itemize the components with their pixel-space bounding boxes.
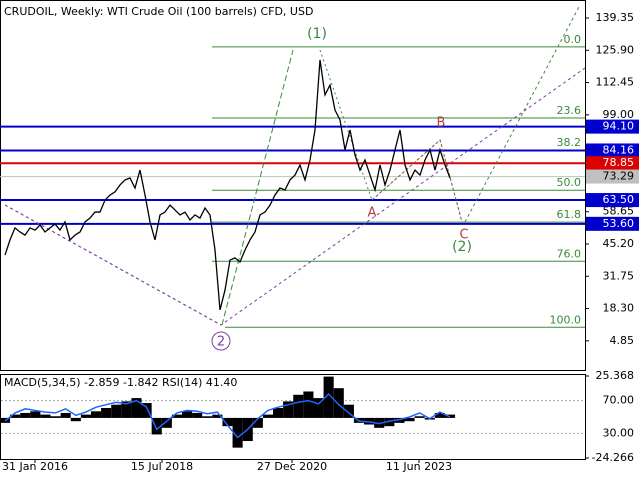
fib-label: 61.8	[557, 208, 582, 221]
macd-bar	[262, 414, 274, 418]
wave-label: C	[459, 228, 468, 243]
macd-bar	[171, 414, 182, 418]
level-label: 63.50	[603, 193, 635, 206]
macd-tick-label: 25.368	[596, 369, 635, 382]
rsi-tick-label: 70.00	[603, 394, 635, 407]
macd-bar	[80, 414, 91, 418]
macd-bar	[303, 391, 314, 418]
macd-bar	[283, 401, 294, 418]
level-box	[586, 169, 639, 184]
x-tick-label: 11 Jun 2023	[386, 460, 452, 473]
wave-line	[221, 49, 294, 326]
wave-label: 2	[217, 335, 225, 350]
level-box	[586, 143, 639, 158]
level-label: 84.16	[603, 143, 635, 156]
level-label: 53.60	[603, 217, 635, 230]
macd-bar	[90, 411, 102, 418]
macd-bar	[313, 398, 324, 418]
macd-bar	[111, 404, 122, 418]
macd-bar	[50, 416, 61, 418]
level-label: 78.85	[603, 156, 635, 169]
rsi-tick-label: 30.00	[603, 426, 635, 439]
wave-line	[371, 139, 463, 223]
level-box	[586, 193, 639, 208]
macd-bar	[394, 417, 405, 423]
y-tick-label: 139.35	[596, 11, 635, 24]
macd-bar	[414, 416, 425, 418]
macd-bar	[202, 416, 213, 418]
fib-label: 23.6	[557, 104, 582, 117]
y-tick-label: 125.90	[596, 43, 635, 56]
macd-bar	[60, 412, 71, 418]
fib-label: 50.0	[557, 176, 582, 189]
macd-bar	[222, 417, 233, 427]
macd-bar	[273, 407, 284, 418]
macd-bar	[333, 388, 344, 418]
level-box	[586, 156, 639, 171]
level-label: 94.10	[603, 120, 635, 133]
fib-label: 76.0	[557, 247, 582, 260]
wave-circle	[211, 331, 231, 351]
macd-bar	[384, 417, 395, 427]
y-tick-label: 58.65	[603, 205, 635, 218]
wave-line	[319, 49, 463, 223]
level-box	[586, 216, 639, 231]
level-label: 73.29	[603, 170, 635, 183]
macd-bar	[293, 394, 304, 418]
y-tick-label: 31.75	[603, 269, 635, 282]
macd-bar	[30, 411, 41, 418]
macd-bar	[192, 412, 203, 418]
y-tick-label: 18.30	[603, 302, 635, 315]
fib-label: 100.0	[550, 313, 582, 326]
fib-label: 38.2	[557, 136, 582, 149]
macd-bar	[40, 414, 51, 418]
trend-line	[4, 204, 222, 326]
y-tick-label: 99.00	[603, 108, 635, 121]
macd-bar	[343, 404, 354, 418]
macd-bar	[121, 401, 132, 418]
wave-label: B	[437, 116, 446, 131]
macd-bar	[323, 376, 334, 418]
y-tick-label: 4.85	[610, 334, 635, 347]
macd-bar	[232, 417, 243, 448]
wave-line	[464, 4, 581, 223]
macd-bar	[404, 417, 415, 422]
wave-label: (1)	[307, 26, 327, 42]
rsi-line	[4, 392, 451, 439]
macd-bar	[10, 414, 21, 418]
macd-bar	[151, 417, 162, 435]
macd-bar	[20, 412, 31, 418]
price-line	[4, 59, 451, 311]
macd-bar	[434, 412, 445, 418]
macd-bar	[70, 417, 81, 422]
y-tick-label: 112.45	[596, 76, 635, 89]
chart-title: CRUDOIL, Weekly: WTI Crude Oil (100 barr…	[4, 5, 313, 18]
indicator-title: MACD(5,34,5) -2.859 -1.842 RSI(14) 41.40	[4, 376, 237, 389]
fib-label: 0.0	[564, 33, 582, 46]
macd-bar	[101, 407, 112, 418]
wave-label: (2)	[452, 239, 472, 255]
x-tick-label: 31 Jan 2016	[2, 460, 68, 473]
macd-bar	[131, 398, 142, 418]
macd-bar	[141, 403, 152, 418]
macd-bar	[181, 411, 193, 418]
macd-bar	[252, 417, 263, 428]
macd-bar	[212, 414, 223, 418]
level-box	[586, 119, 639, 134]
x-tick-label: 27 Dec 2020	[257, 460, 327, 473]
macd-tick-label: -24.266	[592, 451, 634, 464]
x-tick-label: 15 Jul 2018	[131, 460, 193, 473]
y-tick-label: 45.20	[603, 237, 635, 250]
price-panel	[0, 0, 586, 371]
wave-label: A	[368, 206, 377, 221]
macd-bar	[161, 417, 172, 428]
